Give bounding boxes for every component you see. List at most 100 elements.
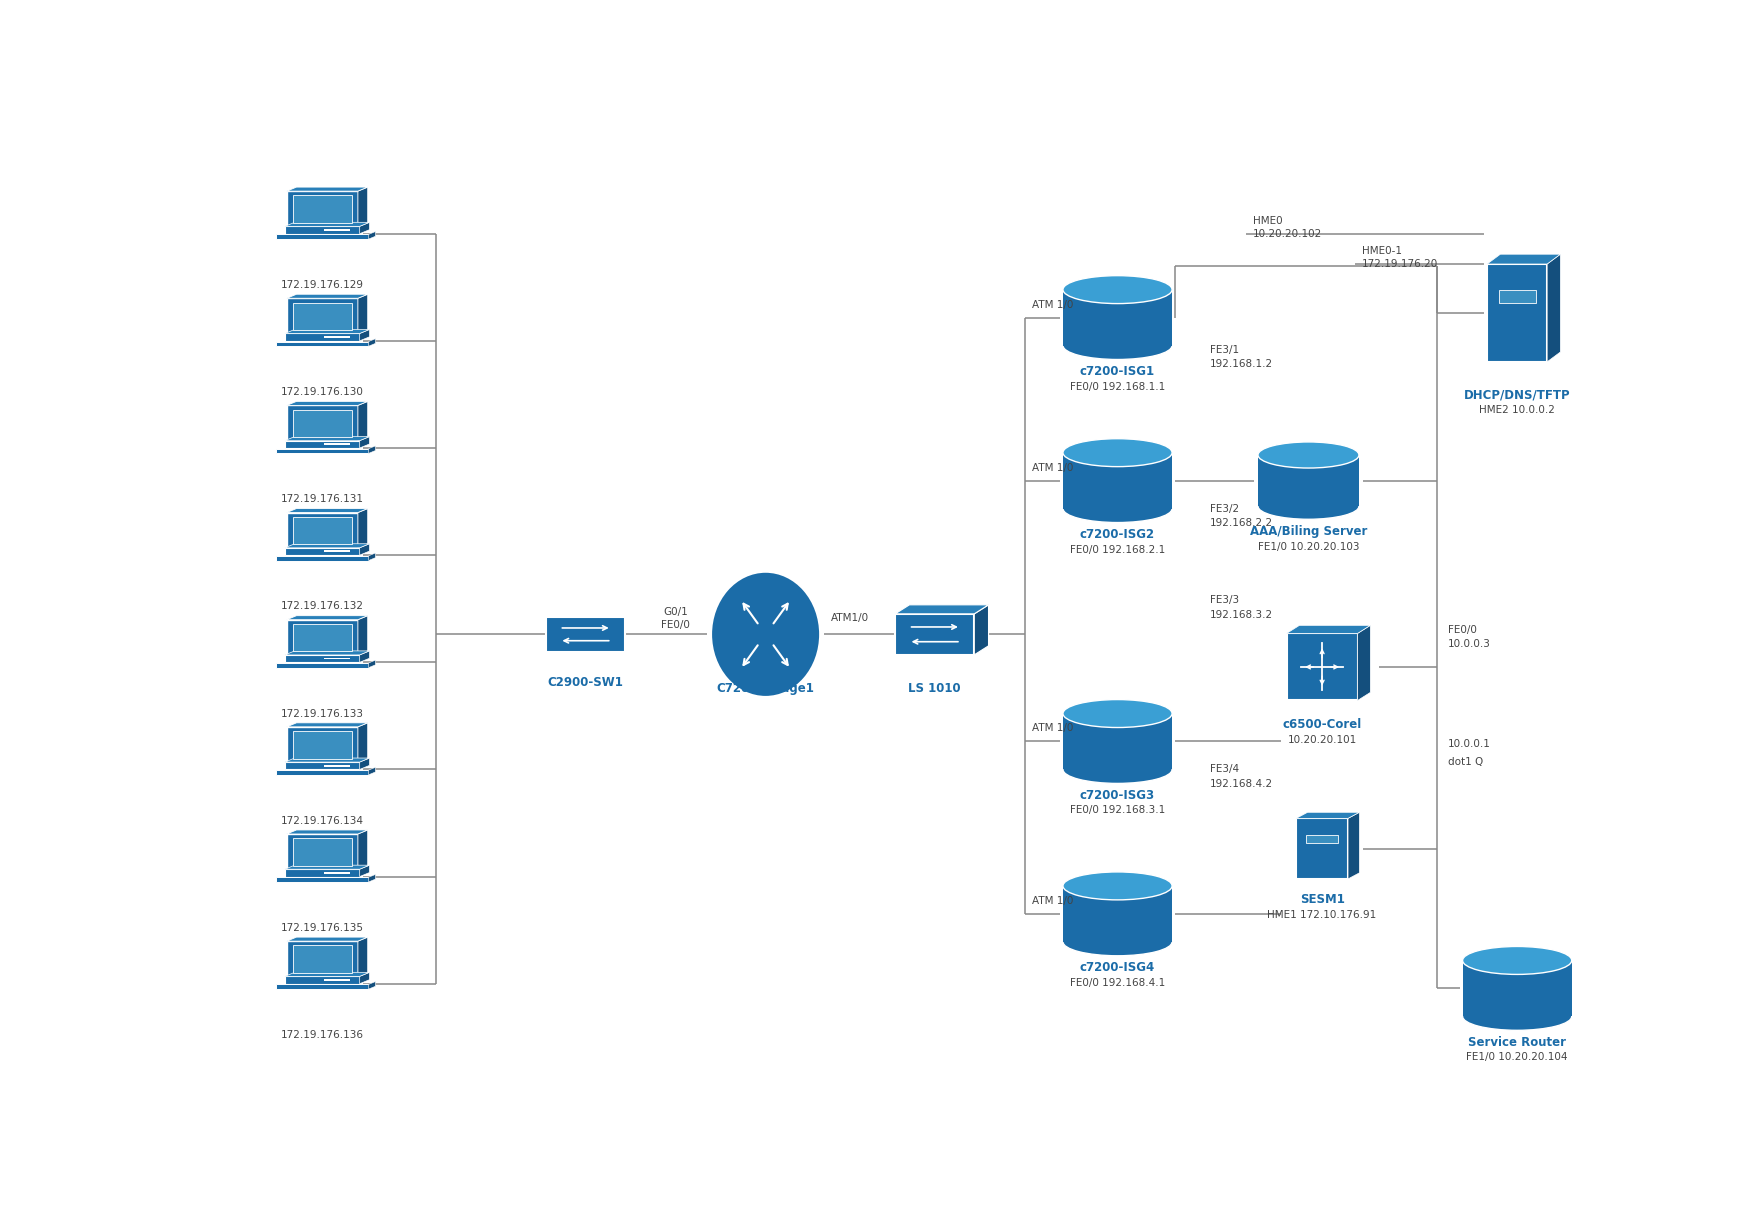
FancyBboxPatch shape (276, 235, 368, 240)
Text: 192.168.3.2: 192.168.3.2 (1211, 610, 1274, 620)
FancyBboxPatch shape (294, 945, 352, 973)
Ellipse shape (1063, 872, 1172, 900)
FancyBboxPatch shape (1498, 290, 1536, 304)
Ellipse shape (1463, 946, 1572, 974)
Text: Service Router: Service Router (1468, 1036, 1566, 1049)
Polygon shape (285, 223, 370, 226)
Ellipse shape (1063, 495, 1172, 523)
FancyBboxPatch shape (1287, 633, 1357, 701)
Text: FE3/1: FE3/1 (1211, 345, 1239, 356)
Text: FE0/0 192.168.3.1: FE0/0 192.168.3.1 (1070, 806, 1165, 816)
FancyBboxPatch shape (287, 405, 357, 440)
FancyBboxPatch shape (285, 548, 359, 555)
Polygon shape (287, 402, 368, 405)
FancyBboxPatch shape (896, 613, 975, 655)
Polygon shape (359, 651, 370, 662)
Polygon shape (287, 616, 368, 620)
Text: 10.20.20.102: 10.20.20.102 (1253, 229, 1322, 238)
Text: SESM1: SESM1 (1299, 893, 1345, 906)
FancyBboxPatch shape (287, 727, 357, 762)
Ellipse shape (1063, 332, 1172, 359)
Polygon shape (359, 973, 370, 984)
Text: 192.168.1.2: 192.168.1.2 (1211, 359, 1274, 369)
FancyBboxPatch shape (1306, 835, 1338, 842)
Polygon shape (357, 830, 368, 869)
Polygon shape (1487, 254, 1561, 264)
Text: 192.168.4.2: 192.168.4.2 (1211, 779, 1274, 789)
Polygon shape (359, 865, 370, 876)
Polygon shape (359, 757, 370, 770)
FancyBboxPatch shape (287, 513, 357, 548)
Polygon shape (359, 437, 370, 448)
Text: HME1 172.10.176.91: HME1 172.10.176.91 (1267, 910, 1376, 920)
Polygon shape (287, 722, 368, 727)
Text: FE1/0 10.20.20.104: FE1/0 10.20.20.104 (1466, 1053, 1568, 1062)
Text: c6500-Corel: c6500-Corel (1283, 719, 1362, 731)
Polygon shape (1295, 812, 1359, 818)
Polygon shape (1287, 626, 1371, 633)
Polygon shape (368, 231, 375, 240)
FancyBboxPatch shape (1487, 264, 1547, 362)
FancyBboxPatch shape (285, 762, 359, 770)
Text: ATM 1/0: ATM 1/0 (1031, 895, 1074, 906)
FancyBboxPatch shape (294, 839, 352, 865)
Polygon shape (359, 543, 370, 555)
Text: AAA/Biling Server: AAA/Biling Server (1250, 525, 1368, 538)
Polygon shape (357, 616, 368, 655)
FancyBboxPatch shape (294, 302, 352, 330)
Text: HME0: HME0 (1253, 215, 1283, 226)
FancyBboxPatch shape (294, 731, 352, 759)
Polygon shape (368, 661, 375, 668)
Polygon shape (1063, 714, 1172, 770)
Text: 10.0.0.1: 10.0.0.1 (1447, 739, 1491, 749)
FancyBboxPatch shape (294, 410, 352, 437)
Text: 172.19.176.136: 172.19.176.136 (282, 1030, 364, 1039)
Text: 172.19.176.20: 172.19.176.20 (1362, 259, 1438, 270)
FancyBboxPatch shape (294, 196, 352, 223)
FancyBboxPatch shape (285, 869, 359, 876)
Polygon shape (287, 508, 368, 513)
Text: 172.19.176.129: 172.19.176.129 (282, 280, 364, 290)
Polygon shape (368, 445, 375, 454)
FancyBboxPatch shape (324, 765, 350, 767)
FancyBboxPatch shape (287, 620, 357, 655)
FancyBboxPatch shape (546, 617, 625, 652)
FancyBboxPatch shape (324, 229, 350, 231)
FancyBboxPatch shape (287, 191, 357, 226)
Polygon shape (285, 437, 370, 440)
Polygon shape (1547, 254, 1561, 362)
Polygon shape (285, 651, 370, 655)
Polygon shape (368, 767, 375, 774)
Text: 172.19.176.134: 172.19.176.134 (282, 816, 364, 825)
Polygon shape (287, 830, 368, 834)
Ellipse shape (1063, 755, 1172, 783)
FancyBboxPatch shape (276, 449, 368, 454)
FancyBboxPatch shape (276, 985, 368, 989)
Ellipse shape (711, 572, 820, 697)
Polygon shape (1357, 626, 1371, 701)
Polygon shape (287, 188, 368, 191)
Text: FE1/0 10.20.20.103: FE1/0 10.20.20.103 (1258, 542, 1359, 552)
Text: FE3/2: FE3/2 (1211, 503, 1239, 513)
Text: HME0-1: HME0-1 (1362, 247, 1401, 257)
FancyBboxPatch shape (294, 624, 352, 651)
Polygon shape (357, 294, 368, 334)
FancyBboxPatch shape (285, 440, 359, 448)
Polygon shape (357, 402, 368, 440)
Text: 172.19.176.131: 172.19.176.131 (282, 494, 364, 505)
Ellipse shape (1063, 699, 1172, 727)
Text: 172.19.176.135: 172.19.176.135 (282, 923, 364, 933)
FancyBboxPatch shape (276, 341, 368, 346)
Text: ATM 1/0: ATM 1/0 (1031, 462, 1074, 473)
Ellipse shape (1258, 442, 1359, 468)
Polygon shape (1063, 886, 1172, 941)
Polygon shape (287, 937, 368, 941)
Text: 172.19.176.132: 172.19.176.132 (282, 601, 364, 611)
Text: dot1 Q: dot1 Q (1447, 757, 1484, 767)
Text: FE0/0 192.168.1.1: FE0/0 192.168.1.1 (1070, 381, 1165, 392)
FancyBboxPatch shape (287, 298, 357, 334)
Text: FE0/0: FE0/0 (1447, 624, 1477, 635)
Text: 10.0.0.3: 10.0.0.3 (1447, 639, 1491, 649)
Text: FE3/4: FE3/4 (1211, 765, 1239, 774)
Text: FE0/0 192.168.4.1: FE0/0 192.168.4.1 (1070, 978, 1165, 987)
